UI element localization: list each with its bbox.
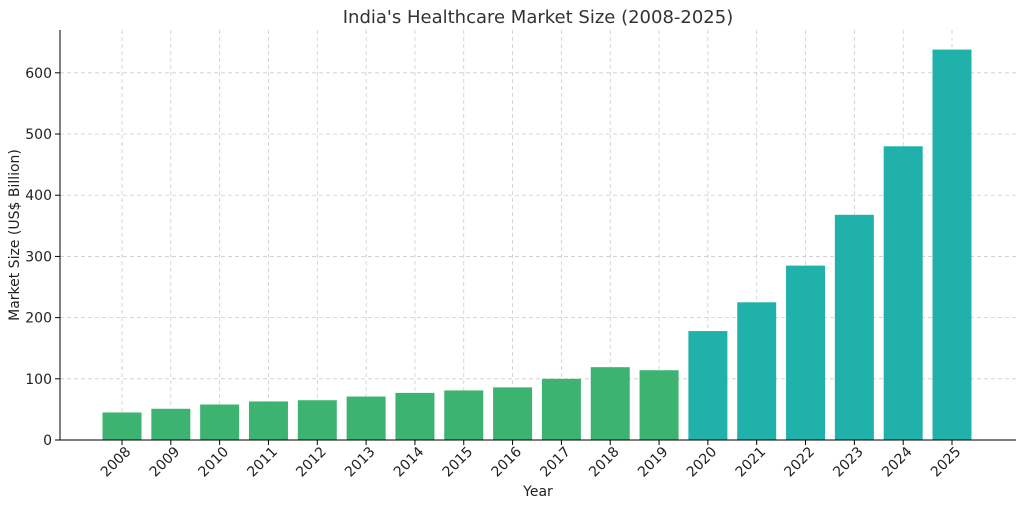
y-tick-label: 500 [25,127,52,143]
x-tick-label: 2009 [147,444,184,481]
bar-2012 [297,400,337,440]
x-tick-label: 2015 [440,444,477,481]
x-tick-label: 2012 [293,444,330,481]
y-tick-label: 400 [25,188,52,204]
bar-2018 [590,367,630,440]
x-tick-label: 2008 [98,444,135,481]
x-tick-label: 2014 [391,444,428,481]
x-tick-label: 2025 [928,444,965,481]
x-tick-label: 2011 [244,444,281,481]
bar-2025 [932,49,972,440]
chart-title: India's Healthcare Market Size (2008-202… [343,7,733,28]
y-tick-label: 600 [25,66,52,82]
x-tick-label: 2020 [684,444,721,481]
bar-2017 [541,378,581,440]
x-tick-label: 2013 [342,444,379,481]
bar-2015 [444,390,484,440]
bar-2008 [102,412,142,440]
grid [60,30,1016,440]
bar-2014 [395,392,435,440]
x-tick-label: 2023 [830,444,867,481]
bar-2009 [151,408,191,440]
x-tick-label: 2017 [537,444,574,481]
y-ticks: 0 100 200 300 400 500 600 [25,66,60,449]
x-tick-label: 2016 [489,444,526,481]
x-tick-label: 2010 [196,444,233,481]
y-tick-label: 200 [25,311,52,327]
x-tick-label: 2021 [733,444,770,481]
bars [102,49,972,440]
bar-2021 [737,302,777,440]
bar-2013 [346,396,386,440]
bar-2020 [688,331,728,440]
bar-2019 [639,370,679,440]
x-tick-label: 2018 [586,444,623,481]
y-tick-label: 0 [43,433,52,449]
x-ticks: 2008 2009 2010 2011 2012 2013 2014 2015 2016 2017… [98,440,965,481]
bar-2023 [834,214,874,440]
x-axis-label: Year [522,484,553,500]
bar-2016 [493,387,533,440]
x-tick-label: 2022 [781,444,818,481]
bar-2010 [200,404,240,440]
x-tick-label: 2024 [879,444,916,481]
x-tick-label: 2019 [635,444,672,481]
y-tick-label: 100 [25,372,52,388]
bar-2022 [786,265,826,440]
y-axis-label: Market Size (US$ Billion) [7,149,23,321]
bar-2011 [248,401,288,440]
bar-2024 [883,146,923,440]
y-tick-label: 300 [25,249,52,265]
